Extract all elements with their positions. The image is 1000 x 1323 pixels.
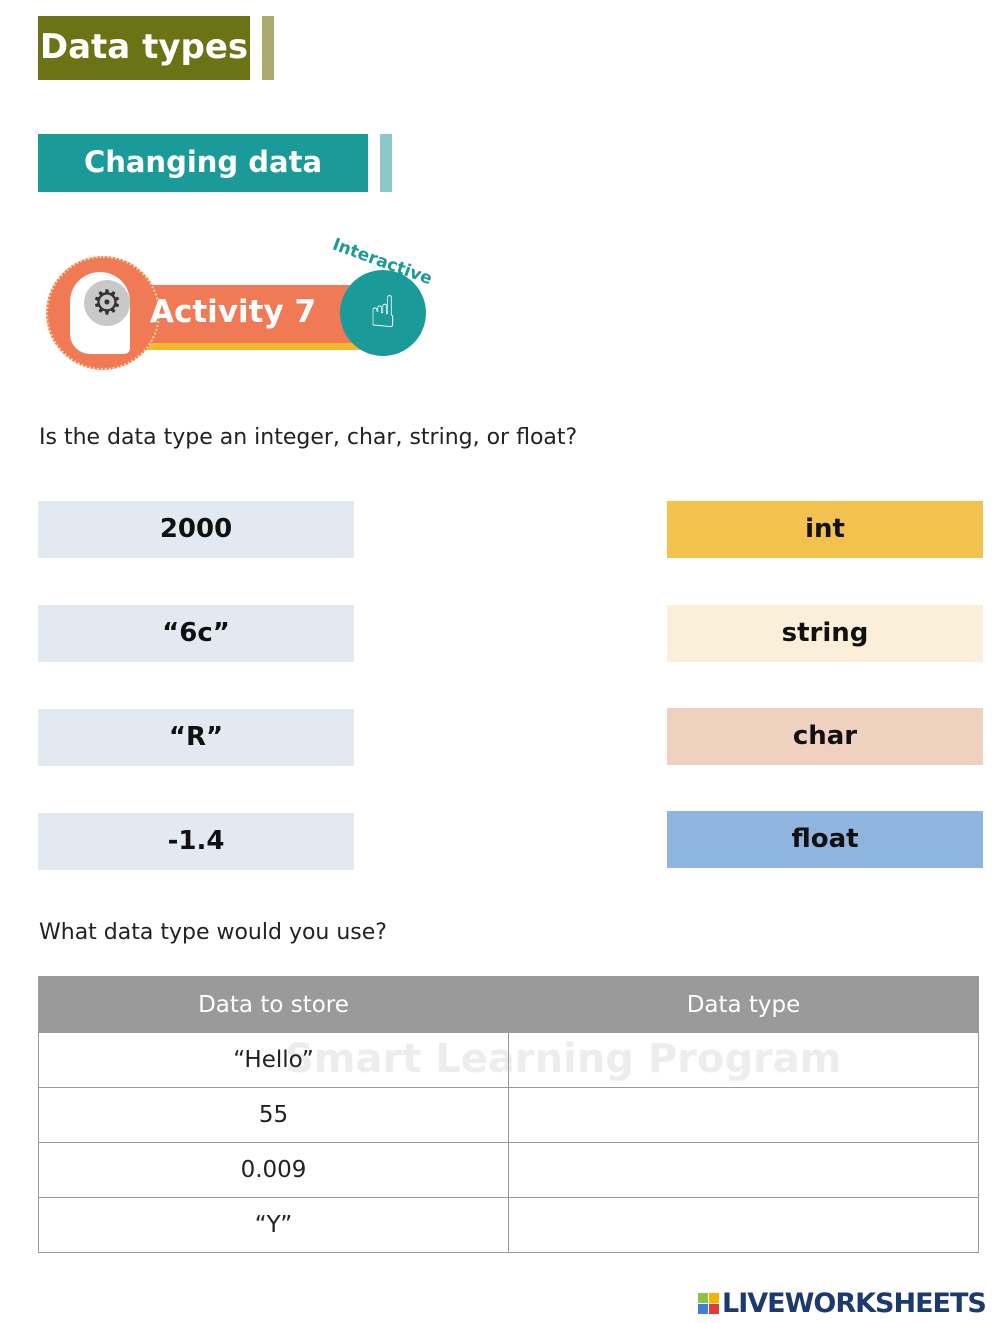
logo-text: LIVEWORKSHEETS [722, 1288, 987, 1319]
activity-banner: ⚙ Activity 7 Interactive ☝ [40, 235, 435, 375]
head-gear-icon: ⚙ [46, 256, 160, 370]
value-card[interactable]: -1.4 [38, 813, 354, 870]
title-accent-bar [262, 16, 274, 80]
type-card-string[interactable]: string [667, 605, 983, 662]
section-title: Changing data types [38, 134, 368, 235]
data-cell: “Y” [38, 1197, 509, 1253]
activity-label: Activity 7 [150, 294, 317, 330]
data-cell: 55 [38, 1087, 509, 1143]
value-card[interactable]: “R” [38, 709, 354, 766]
answer-cell[interactable] [508, 1197, 979, 1253]
column-header: Data type [508, 976, 979, 1033]
data-type-table: Data to store Data type “Hello” 55 0.009 … [38, 976, 979, 1253]
question-1: Is the data type an integer, char, strin… [39, 425, 578, 450]
live-blocks-icon [698, 1293, 719, 1314]
data-cell: 0.009 [38, 1142, 509, 1198]
type-card-char[interactable]: char [667, 708, 983, 765]
question-2: What data type would you use? [39, 920, 387, 945]
liveworksheets-logo: LIVEWORKSHEETS [698, 1288, 987, 1319]
type-card-int[interactable]: int [667, 501, 983, 558]
value-card[interactable]: 2000 [38, 501, 354, 558]
type-card-float[interactable]: float [667, 811, 983, 868]
answer-cell[interactable] [508, 1142, 979, 1198]
answer-cell[interactable] [508, 1032, 979, 1088]
answer-cell[interactable] [508, 1087, 979, 1143]
column-header: Data to store [38, 976, 509, 1033]
page-title: Data types [38, 16, 250, 80]
data-cell: “Hello” [38, 1032, 509, 1088]
touch-hand-icon: ☝ [340, 270, 426, 356]
value-card[interactable]: “6c” [38, 605, 354, 662]
section-accent-bar [380, 134, 392, 192]
